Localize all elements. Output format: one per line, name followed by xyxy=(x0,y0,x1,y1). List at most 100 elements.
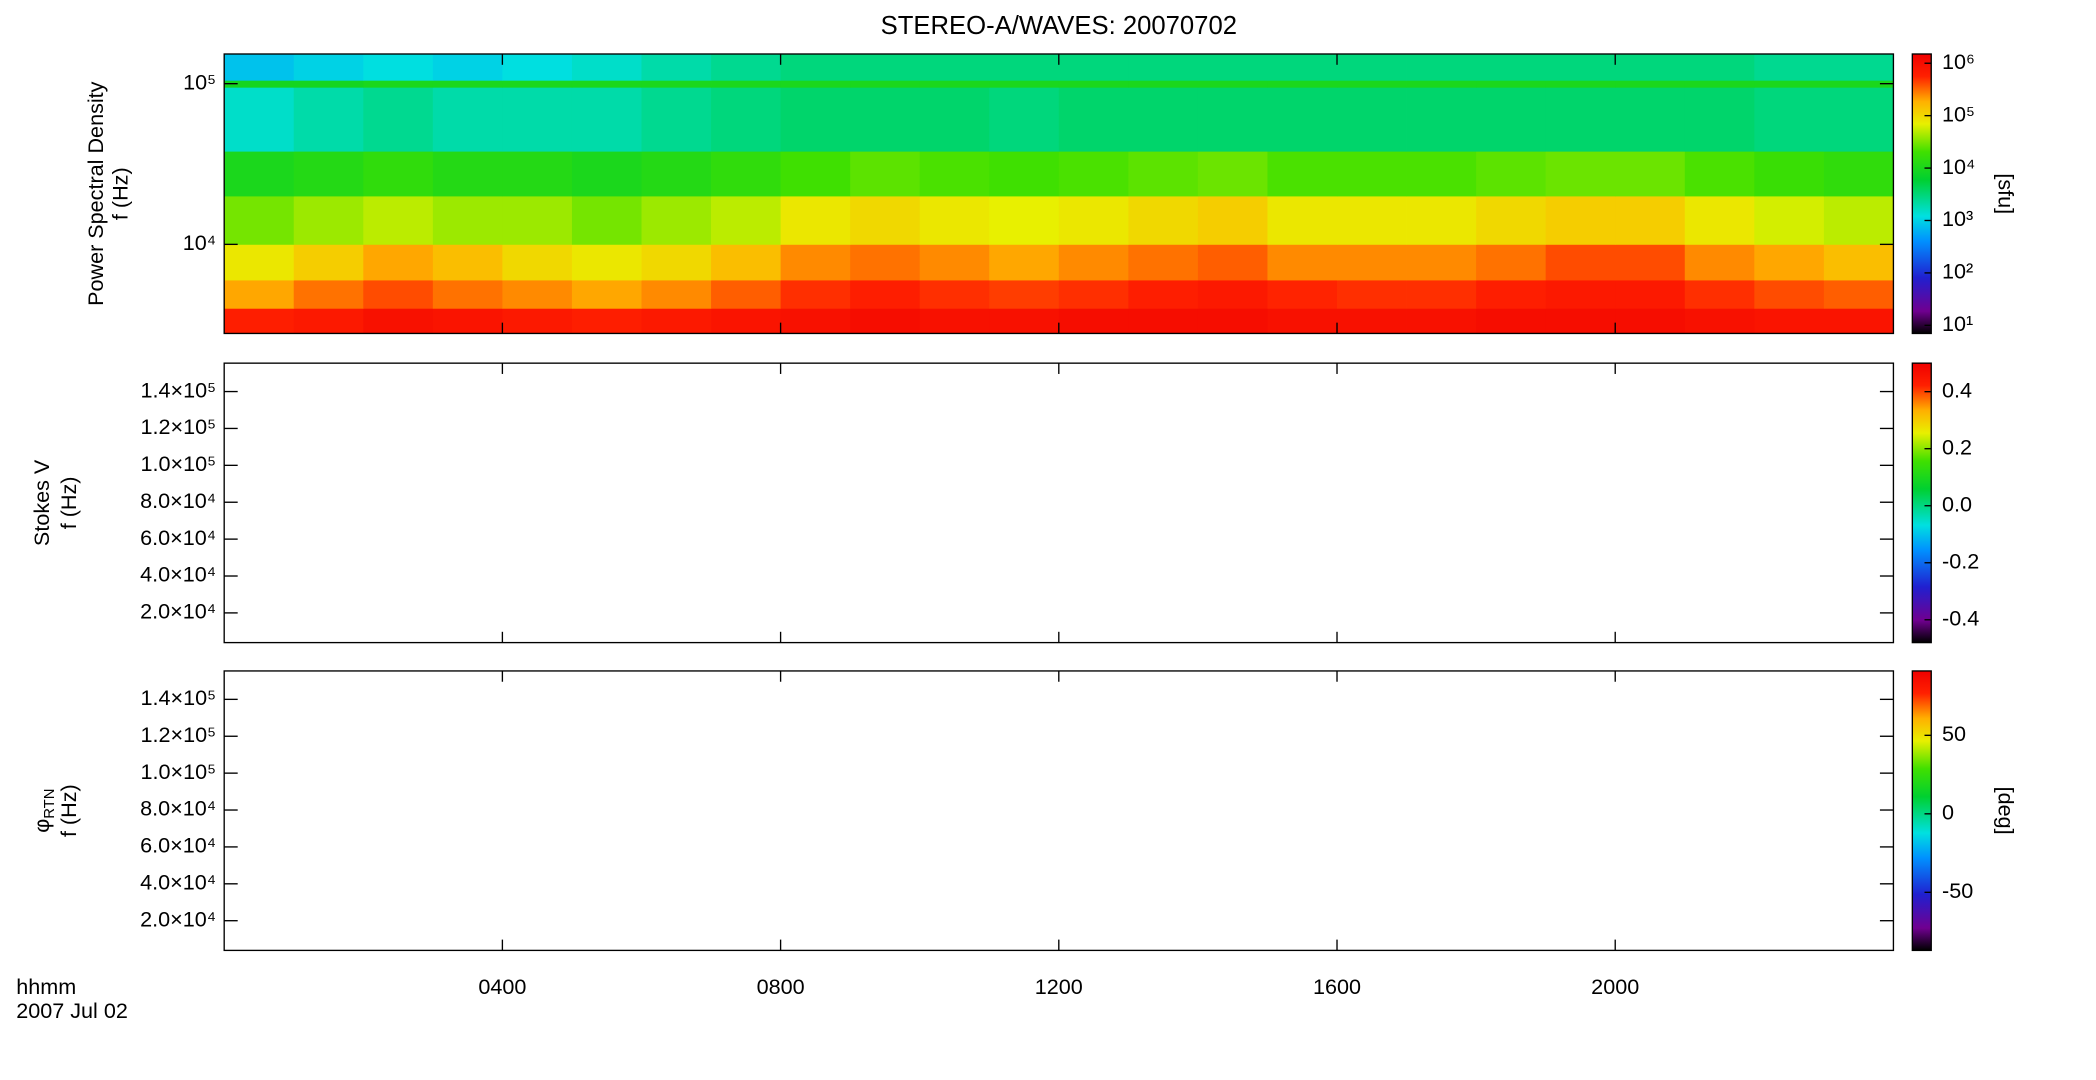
heatmap-cell xyxy=(1058,80,1129,88)
y-axis-label: φRTN xyxy=(29,789,58,833)
heatmap-cell xyxy=(1337,244,1407,281)
heatmap-cell xyxy=(432,80,503,88)
heatmap-cell xyxy=(432,244,503,281)
heatmap-cell xyxy=(1476,54,1547,81)
y-tick-label: 1.0×10⁵ xyxy=(140,451,216,476)
heatmap-cell xyxy=(1406,87,1477,152)
heatmap-cell xyxy=(711,151,782,197)
colorbar xyxy=(1911,670,1932,952)
heatmap-cell xyxy=(641,54,712,81)
heatmap-cell xyxy=(293,280,364,309)
heatmap-cell xyxy=(224,308,295,334)
colorbar xyxy=(1911,362,1932,644)
heatmap-cell xyxy=(1615,151,1686,197)
heatmap-cell xyxy=(1128,151,1199,197)
heatmap-cell xyxy=(363,280,434,309)
heatmap-cell xyxy=(363,151,434,197)
heatmap-cell xyxy=(1406,80,1477,88)
heatmap-cell xyxy=(641,80,712,88)
heatmap-cell xyxy=(850,280,921,309)
heatmap-cell xyxy=(850,87,921,152)
plot-frame xyxy=(223,670,1895,952)
heatmap-cell xyxy=(1128,308,1199,334)
heatmap-cell xyxy=(1754,280,1825,309)
heatmap-cell xyxy=(1267,195,1338,245)
heatmap-cell xyxy=(641,244,712,281)
y-tick-label: 6.0×10⁴ xyxy=(140,833,216,858)
heatmap-cell xyxy=(502,195,573,245)
heatmap-cell xyxy=(502,80,573,88)
heatmap-cell xyxy=(1406,280,1477,309)
heatmap-cell xyxy=(919,80,990,88)
heatmap-cell xyxy=(1615,244,1686,281)
heatmap-cell xyxy=(1545,244,1616,281)
heatmap-cell xyxy=(1197,54,1268,81)
heatmap-cell xyxy=(780,308,851,334)
heatmap-cell xyxy=(1545,87,1616,152)
heatmap-cell xyxy=(1058,54,1129,81)
heatmap-cell xyxy=(1545,80,1616,88)
heatmap-cell xyxy=(1058,195,1129,245)
heatmap-cell xyxy=(711,54,782,81)
heatmap-cell xyxy=(1823,54,1894,81)
heatmap-cell xyxy=(1823,195,1894,245)
heatmap-cell xyxy=(850,151,921,197)
x-tick-label: 0800 xyxy=(757,974,805,999)
heatmap-cell xyxy=(363,244,434,281)
colorbar-tick-label: 0.0 xyxy=(1942,491,1972,516)
heatmap-cell xyxy=(989,280,1060,309)
heatmap-cell xyxy=(1684,54,1755,81)
heatmap-cell xyxy=(432,151,503,197)
heatmap-cell xyxy=(989,87,1060,152)
colorbar-tick-label: 0.2 xyxy=(1942,434,1972,459)
heatmap-cell xyxy=(293,195,364,245)
heatmap-cell xyxy=(780,87,851,152)
heatmap-cell xyxy=(711,195,782,245)
heatmap-cell xyxy=(571,308,642,334)
y-axis-unit: f (Hz) xyxy=(56,476,81,529)
y-tick-label: 6.0×10⁴ xyxy=(140,525,216,550)
heatmap-cell xyxy=(1197,308,1268,334)
heatmap-cell xyxy=(850,80,921,88)
heatmap-cell xyxy=(1823,80,1894,88)
heatmap-cell xyxy=(850,244,921,281)
heatmap-cell xyxy=(989,54,1060,81)
heatmap-cell xyxy=(432,308,503,334)
heatmap-cell xyxy=(711,244,782,281)
heatmap-cell xyxy=(1267,244,1338,281)
heatmap-cell xyxy=(989,80,1060,88)
heatmap-cell xyxy=(1058,244,1129,281)
heatmap-cell xyxy=(1476,308,1547,334)
x-tick-label: 2000 xyxy=(1591,974,1639,999)
heatmap-cell xyxy=(432,280,503,309)
heatmap-cell xyxy=(1615,54,1686,81)
heatmap-cell xyxy=(571,244,642,281)
colorbar-label: [sfu] xyxy=(1993,173,2018,214)
colorbar-tick-label: 10⁴ xyxy=(1942,154,1975,179)
heatmap-cell xyxy=(293,151,364,197)
heatmap-cell xyxy=(1128,280,1199,309)
heatmap-cell xyxy=(641,87,712,152)
heatmap-cell xyxy=(1337,87,1407,152)
heatmap-cell xyxy=(1476,80,1547,88)
heatmap-cell xyxy=(363,195,434,245)
y-axis-unit: f (Hz) xyxy=(56,784,81,837)
heatmap-cell xyxy=(850,54,921,81)
y-tick-label: 1.2×10⁵ xyxy=(140,722,216,747)
y-tick-label: 2.0×10⁴ xyxy=(140,599,216,624)
heatmap-cell xyxy=(224,151,295,197)
colorbar-tick-label: 10⁵ xyxy=(1942,101,1975,126)
heatmap-cell xyxy=(1197,280,1268,309)
heatmap-cell xyxy=(711,80,782,88)
y-tick-label: 8.0×10⁴ xyxy=(140,796,216,821)
heatmap-cell xyxy=(432,87,503,152)
heatmap-cell xyxy=(1476,151,1547,197)
heatmap-cell xyxy=(1128,54,1199,81)
y-axis-label-sub: RTN xyxy=(42,789,58,819)
y-tick-label: 2.0×10⁴ xyxy=(140,906,216,931)
heatmap-cell xyxy=(711,87,782,152)
y-axis-label-main: Stokes V xyxy=(29,459,54,546)
heatmap-cell xyxy=(1823,280,1894,309)
heatmap-cell xyxy=(224,280,295,309)
